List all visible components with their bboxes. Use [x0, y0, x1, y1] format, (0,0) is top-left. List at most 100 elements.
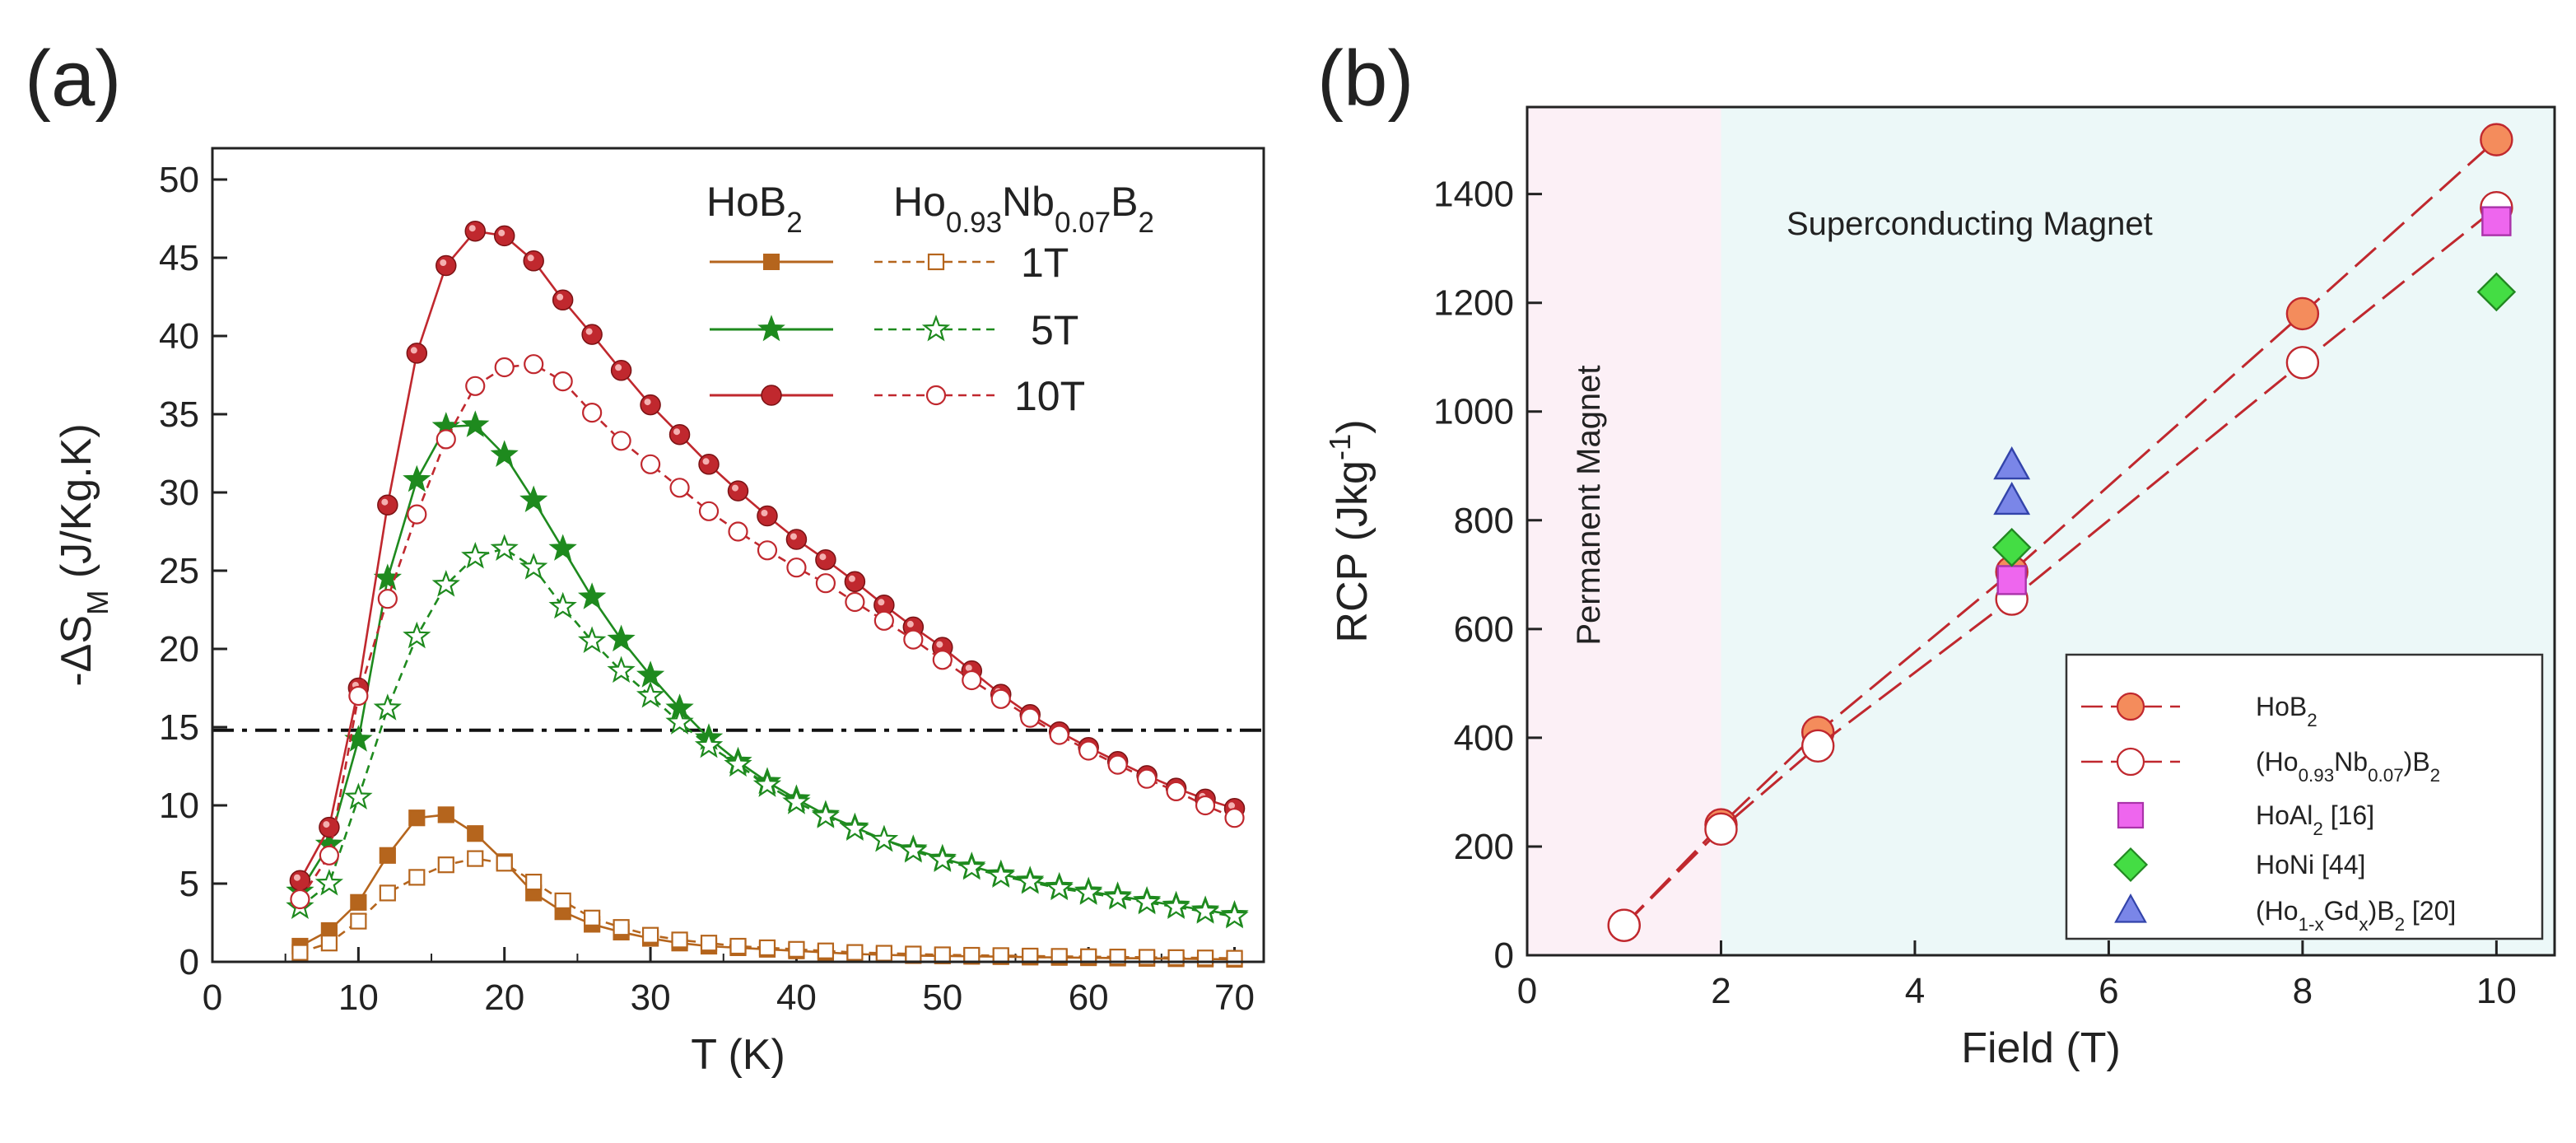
data-point-a: [437, 856, 454, 874]
data-point-a: [728, 521, 748, 542]
data-point-a: [815, 548, 836, 571]
data-point-a: [757, 540, 778, 561]
data-point-a: [403, 621, 431, 649]
data-point-highlight: [323, 821, 330, 828]
data-point-a: [548, 534, 577, 561]
data-point-highlight: [878, 599, 885, 606]
data-point-b: [1801, 729, 1835, 763]
data-point-highlight: [527, 254, 534, 262]
data-point-b: [1704, 812, 1738, 847]
data-point-a: [962, 669, 982, 691]
legend-label-b: (Ho0.93Nb0.07)B2: [2256, 747, 2440, 786]
data-point-a: [461, 410, 490, 437]
data-point-a: [581, 324, 603, 345]
text-span: 2: [786, 207, 802, 239]
x-tick-label-a: 0: [203, 977, 222, 1018]
text-span: Nb: [1002, 179, 1055, 225]
data-point-a: [320, 935, 338, 952]
data-point-b: [1607, 908, 1641, 942]
data-point-a: [986, 861, 1015, 889]
data-point-b: [1993, 446, 2031, 480]
data-point-a: [523, 250, 544, 272]
data-point-a: [841, 814, 869, 842]
data-point-a: [467, 825, 484, 842]
data-point-a: [815, 573, 836, 594]
data-point-a: [934, 946, 951, 963]
data-point-a: [636, 660, 665, 688]
text-span: 2: [2430, 765, 2440, 786]
text-span: B: [1111, 179, 1138, 225]
legend-label-b: HoAl2 [16]: [2256, 800, 2374, 839]
legend-field-label: 5T: [1031, 307, 1078, 353]
legend-marker-b: [2114, 893, 2147, 923]
text-span: HoB: [2256, 692, 2307, 721]
data-point-a: [640, 394, 661, 416]
data-point-a: [408, 809, 426, 827]
y-tick-label-a: 50: [159, 160, 199, 200]
legend-marker-open: [925, 385, 947, 406]
legend-box-b: [2065, 653, 2544, 940]
data-point-a: [671, 931, 688, 949]
y-tick-label-b: 800: [1454, 501, 1514, 541]
x-tick-label-a: 10: [338, 977, 379, 1018]
data-point-a: [465, 376, 486, 396]
series-line-a: [300, 857, 1235, 959]
data-point-a: [493, 225, 515, 247]
y-tick-label-a: 45: [159, 238, 199, 278]
data-point-a: [665, 707, 694, 735]
text-span: Ho: [893, 179, 946, 225]
y-tick-label-b: 1400: [1433, 175, 1514, 215]
text-span: x: [2359, 914, 2368, 935]
data-point-a: [519, 553, 548, 580]
y-tick-label-b: 600: [1454, 609, 1514, 650]
x-tick-label-a: 60: [1069, 977, 1109, 1018]
text-span: M: [81, 590, 114, 615]
data-point-a: [314, 869, 344, 896]
y-tick-label-b: 0: [1494, 935, 1514, 976]
x-axis-title-b: Field (T): [1961, 1024, 2121, 1072]
data-point-a: [932, 650, 953, 670]
data-point-a: [431, 570, 460, 597]
data-point-a: [437, 806, 454, 823]
text-span: [20]: [2405, 896, 2456, 926]
data-point-a: [290, 889, 310, 910]
data-point-a: [377, 494, 398, 516]
text-span: Gd: [2324, 896, 2359, 926]
data-point-a: [379, 847, 396, 864]
data-point-a: [379, 884, 396, 902]
text-span: (Ho: [2256, 747, 2299, 777]
data-point-a: [905, 945, 922, 963]
x-tick-label-a: 40: [776, 977, 817, 1018]
data-point-b: [2481, 206, 2512, 236]
permanent-magnet-label: Permanent Magnet: [1571, 365, 1607, 645]
y-tick-label-b: 1200: [1433, 283, 1514, 324]
data-point-a: [1050, 948, 1068, 965]
data-point-a: [1049, 725, 1069, 745]
text-span: 2: [1138, 207, 1153, 239]
legend-marker-b: [2113, 847, 2149, 883]
data-point-a: [669, 478, 690, 498]
data-point-a: [899, 836, 928, 863]
data-point-a: [407, 504, 427, 525]
data-point-a: [577, 582, 607, 609]
panel-b: (b) Superconducting Magnet Permanent Magne…: [1317, 35, 2556, 1072]
legend-marker-filled: [757, 315, 785, 342]
data-point-b: [1991, 528, 2032, 567]
data-point-a: [494, 357, 515, 378]
text-span: )B: [2404, 747, 2430, 777]
data-point-highlight: [440, 259, 447, 266]
data-point-b: [2476, 272, 2517, 312]
y-axis-title-a: -ΔSM (J/Kg.K): [53, 423, 114, 686]
legend-label-b: HoNi [44]: [2256, 850, 2365, 879]
data-point-a: [584, 909, 601, 926]
data-point-b: [1996, 565, 2027, 595]
text-span: -ΔS: [53, 615, 100, 687]
data-point-a: [490, 440, 519, 467]
text-span: Nb: [2334, 747, 2368, 777]
data-point-a: [963, 946, 981, 964]
y-tick-label-b: 1000: [1433, 392, 1514, 432]
data-point-a: [1022, 947, 1039, 965]
data-point-b: [2480, 123, 2513, 156]
data-point-highlight: [790, 533, 797, 540]
